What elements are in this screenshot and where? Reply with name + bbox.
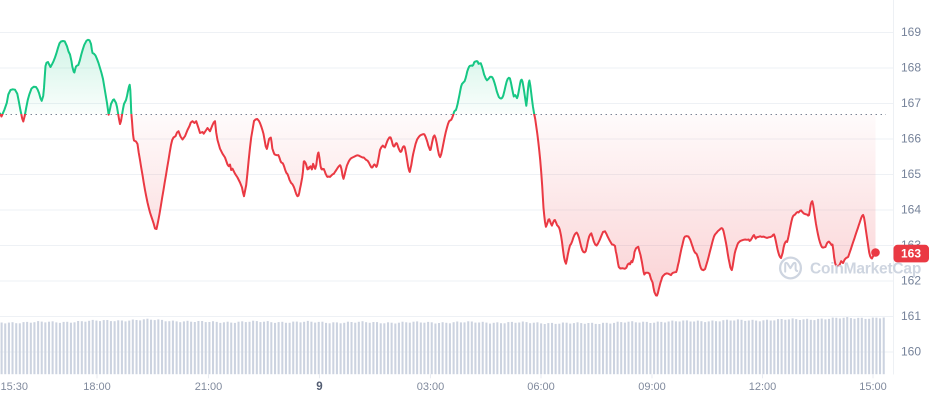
svg-text:15:00: 15:00	[859, 381, 887, 393]
svg-text:167: 167	[901, 96, 921, 110]
svg-text:168: 168	[901, 61, 921, 75]
svg-text:165: 165	[901, 167, 921, 181]
svg-text:164: 164	[901, 203, 921, 217]
svg-text:166: 166	[901, 132, 921, 146]
svg-text:162: 162	[901, 274, 921, 288]
svg-text:163: 163	[901, 247, 921, 261]
svg-text:06:00: 06:00	[527, 381, 555, 393]
svg-text:9: 9	[316, 381, 322, 393]
svg-text:09:00: 09:00	[638, 381, 666, 393]
svg-text:161: 161	[901, 309, 921, 323]
svg-text:21:00: 21:00	[195, 381, 223, 393]
svg-text:12:00: 12:00	[749, 381, 777, 393]
svg-text:03:00: 03:00	[417, 381, 445, 393]
svg-text:18:00: 18:00	[83, 381, 111, 393]
svg-text:160: 160	[901, 345, 921, 359]
svg-text:15:30: 15:30	[1, 381, 29, 393]
svg-text:169: 169	[901, 25, 921, 39]
